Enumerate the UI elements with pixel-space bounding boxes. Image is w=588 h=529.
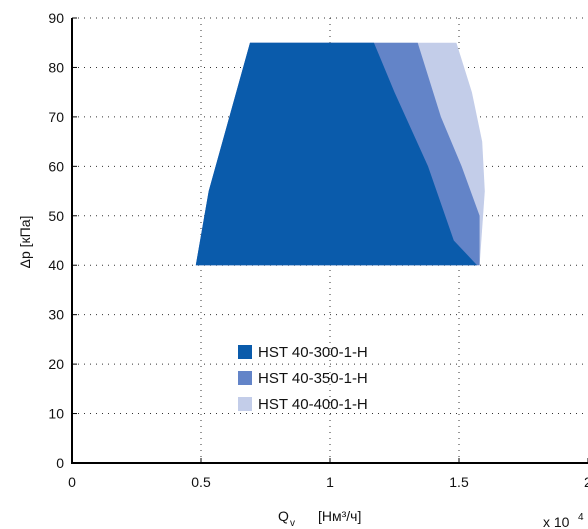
legend-swatch-0 [238, 345, 252, 359]
x-tick-label-4: 2 [584, 474, 588, 490]
legend-label-1: HST 40-350-1-H [258, 370, 368, 387]
x-tick-label-1: 0.5 [191, 474, 211, 490]
x-axis-label: Q v [Нм³/ч] [278, 508, 361, 529]
y-tick-label-5: 50 [48, 208, 64, 224]
x-axis-label-units: [Нм³/ч] [318, 508, 361, 524]
y-tick-label-8: 80 [48, 59, 64, 75]
axes [71, 17, 588, 464]
y-tick-label-2: 20 [48, 356, 64, 372]
y-tick-label-7: 70 [48, 109, 64, 125]
y-tick-label-6: 60 [48, 158, 64, 174]
x-axis-label-main: Q [278, 508, 289, 524]
area-series [195, 42, 485, 266]
x-multiplier-base: x 10 [543, 514, 570, 529]
x-tick-label-2: 1 [326, 474, 334, 490]
legend-label-0: HST 40-300-1-H [258, 344, 368, 361]
x-multiplier-exponent: 4 [578, 512, 584, 523]
legend: HST 40-300-1-H HST 40-350-1-H HST 40-400… [238, 344, 368, 413]
y-tick-label-9: 90 [48, 10, 64, 26]
y-tick-label-0: 0 [56, 455, 64, 471]
y-tick-label-4: 40 [48, 257, 64, 273]
area-series-2 [195, 42, 478, 266]
y-tick-label-3: 30 [48, 307, 64, 323]
legend-swatch-2 [238, 397, 252, 411]
legend-swatch-1 [238, 371, 252, 385]
x-axis-multiplier: x 10 4 [543, 512, 584, 529]
tick-labels: 0 10 20 30 40 50 60 70 80 90 0 0.5 1 1.5 2 [48, 10, 588, 490]
y-axis-label: Δp [кПа] [17, 216, 33, 269]
y-tick-label-1: 10 [48, 406, 64, 422]
x-tick-label-0: 0 [68, 474, 76, 490]
x-tick-label-3: 1.5 [449, 474, 469, 490]
x-axis-label-subscript: v [290, 518, 295, 529]
legend-label-2: HST 40-400-1-H [258, 396, 368, 413]
